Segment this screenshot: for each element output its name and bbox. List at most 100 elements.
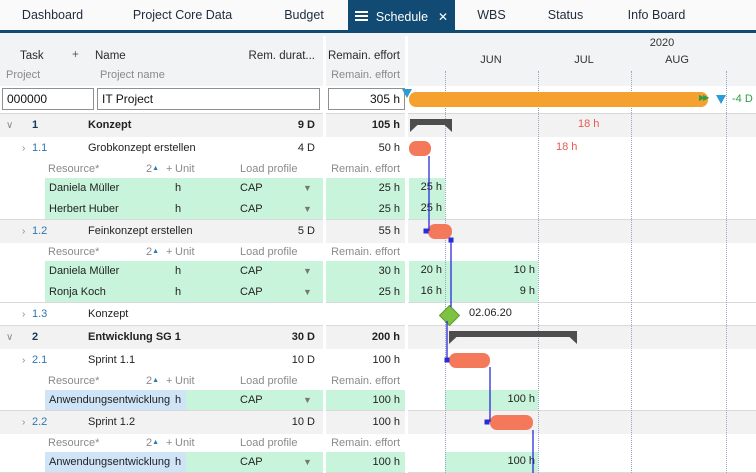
table-row-task-1[interactable]: ∨ 1 Konzept 9 D 105 h bbox=[0, 114, 756, 137]
tab-label: Status bbox=[547, 8, 584, 22]
month-gridline bbox=[538, 71, 539, 473]
summary-bracket[interactable] bbox=[410, 119, 452, 125]
tab-schedule[interactable]: Schedule ✕ bbox=[348, 0, 455, 33]
top-navigation: Dashboard Project Core Data Budget Schedule… bbox=[0, 0, 756, 33]
project-bar[interactable] bbox=[409, 92, 708, 107]
unit-column-header: Unit bbox=[175, 163, 195, 175]
task-rem-effort: 55 h bbox=[378, 225, 400, 237]
chevron-right-icon[interactable]: › bbox=[22, 143, 26, 154]
project-rem-effort-input[interactable] bbox=[328, 88, 405, 110]
chevron-down-icon[interactable]: ∨ bbox=[6, 120, 14, 131]
unit-column-header: Unit bbox=[175, 437, 195, 449]
table-row-resource[interactable]: Daniela Müller h CAP ▼ 30 h bbox=[0, 261, 756, 282]
task-bar[interactable] bbox=[409, 141, 431, 156]
table-row-task-1.1[interactable]: › 1.1 Grobkonzept erstellen 4 D 50 h bbox=[0, 137, 756, 160]
column-header-name[interactable]: Name bbox=[95, 50, 126, 62]
resource-rem-effort: 25 h bbox=[378, 286, 400, 298]
tab-info-board[interactable]: Info Board bbox=[603, 0, 710, 30]
add-resource-button[interactable]: + bbox=[166, 246, 173, 258]
load-profile-column-header: Load profile bbox=[240, 163, 298, 175]
task-bar[interactable] bbox=[449, 353, 490, 368]
tab-project-core-data[interactable]: Project Core Data bbox=[105, 0, 260, 30]
month-gridline bbox=[726, 71, 727, 473]
load-profile-dropdown-icon[interactable]: ▼ bbox=[303, 266, 312, 276]
resource-name: Daniela Müller bbox=[49, 182, 120, 194]
project-id-input[interactable] bbox=[2, 88, 94, 110]
tab-status[interactable]: Status bbox=[528, 0, 603, 30]
resource-unit: h bbox=[175, 265, 182, 277]
add-resource-button[interactable]: + bbox=[166, 163, 173, 175]
chevron-down-icon[interactable]: ∨ bbox=[6, 332, 14, 343]
load-profile-dropdown-icon[interactable]: ▼ bbox=[303, 457, 312, 467]
task-bar[interactable] bbox=[490, 415, 533, 430]
table-row-resource[interactable]: Anwendungsentwicklung h CAP ▼ 100 h bbox=[0, 390, 756, 411]
gantt-effort-value: 100 h bbox=[507, 393, 535, 405]
subheader-rem-effort: Remain. effort bbox=[331, 69, 400, 81]
table-row-task-2.1[interactable]: › 2.1 Sprint 1.1 10 D 100 h bbox=[0, 349, 756, 372]
project-summary-row[interactable] bbox=[0, 86, 756, 114]
task-name: Feinkonzept erstellen bbox=[88, 225, 193, 237]
load-profile-dropdown-icon[interactable]: ▼ bbox=[303, 183, 312, 193]
table-row-task-1.2[interactable]: › 1.2 Feinkonzept erstellen 5 D 55 h bbox=[0, 220, 756, 243]
chevron-right-icon[interactable]: › bbox=[22, 355, 26, 366]
sort-indicator[interactable]: 2▲ bbox=[146, 437, 160, 449]
task-number: 1.3 bbox=[32, 308, 48, 320]
hamburger-menu-icon[interactable] bbox=[354, 11, 368, 22]
rem-effort-column-header: Remain. effort bbox=[331, 246, 400, 258]
add-column-button[interactable]: + bbox=[72, 49, 79, 61]
load-profile-value: CAP bbox=[240, 286, 263, 298]
sort-indicator[interactable]: 2▲ bbox=[146, 246, 160, 258]
load-profile-dropdown-icon[interactable]: ▼ bbox=[303, 287, 312, 297]
table-row-task-2[interactable]: ∨ 2 Entwicklung SG 1 30 D 200 h bbox=[0, 326, 756, 349]
resource-rem-effort: 100 h bbox=[372, 456, 400, 468]
resource-column-header: Resource* bbox=[48, 163, 100, 175]
resource-unit: h bbox=[175, 394, 182, 406]
chevron-right-icon[interactable]: › bbox=[22, 309, 26, 320]
column-header-rem-duration[interactable]: Rem. durat... bbox=[248, 50, 315, 62]
sort-indicator[interactable]: 2▲ bbox=[146, 163, 160, 175]
task-rem-effort: 105 h bbox=[371, 119, 400, 131]
tab-dashboard[interactable]: Dashboard bbox=[0, 0, 105, 30]
tab-wbs[interactable]: WBS bbox=[455, 0, 528, 30]
task-bar[interactable] bbox=[428, 224, 452, 239]
add-resource-button[interactable]: + bbox=[166, 375, 173, 387]
table-row-resource[interactable]: Ronja Koch h CAP ▼ 25 h bbox=[0, 282, 756, 303]
resource-cells-bg bbox=[45, 178, 406, 199]
subheader-project: Project bbox=[6, 69, 41, 81]
chevron-right-icon[interactable]: › bbox=[22, 226, 26, 237]
rem-effort-column-header: Remain. effort bbox=[331, 375, 400, 387]
month-label-aug: AUG bbox=[665, 54, 689, 66]
resource-cells-bg bbox=[45, 261, 406, 282]
table-row-task-1.3[interactable]: › 1.3 Konzept bbox=[0, 303, 756, 326]
tab-budget[interactable]: Budget bbox=[260, 0, 348, 30]
project-name-input[interactable] bbox=[97, 88, 320, 110]
load-profile-value: CAP bbox=[240, 456, 263, 468]
summary-bracket[interactable] bbox=[449, 331, 577, 337]
resource-cells-bg bbox=[45, 282, 406, 302]
task-rem-effort: 100 h bbox=[372, 354, 400, 366]
sort-asc-icon: ▲ bbox=[152, 439, 160, 446]
load-profile-value: CAP bbox=[240, 394, 263, 406]
add-resource-button[interactable]: + bbox=[166, 437, 173, 449]
resource-unit: h bbox=[175, 203, 182, 215]
tab-label: Schedule bbox=[375, 9, 429, 24]
close-tab-icon[interactable]: ✕ bbox=[438, 9, 449, 24]
column-header-task[interactable]: Task bbox=[20, 50, 44, 62]
resource-cells-bg bbox=[186, 390, 406, 410]
column-header-rem-effort[interactable]: Remain. effort bbox=[327, 50, 400, 62]
chevron-right-icon[interactable]: › bbox=[22, 417, 26, 428]
table-row-task-2.2[interactable]: › 2.2 Sprint 1.2 10 D 100 h bbox=[0, 411, 756, 434]
resource-header-row: Resource* 2▲ + Unit Load profile Remain. effo… bbox=[0, 434, 756, 452]
table-gantt-separator bbox=[405, 36, 408, 473]
resource-header-row: Resource* 2▲ + Unit Load profile Remain. effo… bbox=[0, 160, 756, 178]
table-row-resource[interactable]: Daniela Müller h CAP ▼ 25 h bbox=[0, 178, 756, 199]
table-row-resource[interactable]: Herbert Huber h CAP ▼ 25 h bbox=[0, 199, 756, 220]
resource-name: Daniela Müller bbox=[49, 265, 120, 277]
load-profile-dropdown-icon[interactable]: ▼ bbox=[303, 204, 312, 214]
sort-indicator[interactable]: 2▲ bbox=[146, 375, 160, 387]
task-number: 2.2 bbox=[32, 416, 48, 428]
month-label-jul: JUL bbox=[574, 54, 594, 66]
load-profile-dropdown-icon[interactable]: ▼ bbox=[303, 395, 312, 405]
table-row-resource[interactable]: Anwendungsentwicklung h CAP ▼ 100 h bbox=[0, 452, 756, 473]
